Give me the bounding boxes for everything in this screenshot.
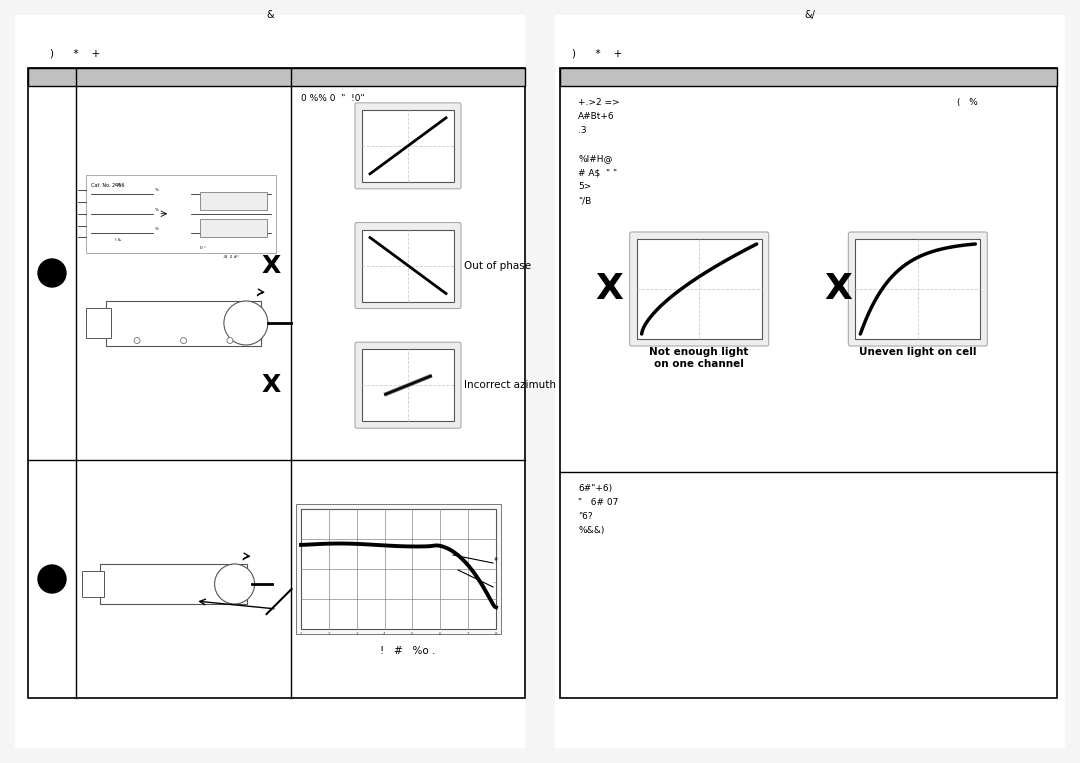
Bar xyxy=(86,308,111,338)
Text: 1: 1 xyxy=(300,632,302,636)
Text: %: % xyxy=(154,227,159,231)
Text: &/: &/ xyxy=(805,10,815,20)
Bar xyxy=(28,68,525,698)
Text: -: - xyxy=(494,581,496,585)
Text: +.>2 =>: +.>2 => xyxy=(578,98,620,107)
Text: A#Bt+6: A#Bt+6 xyxy=(578,112,615,121)
Bar xyxy=(200,192,267,210)
FancyBboxPatch shape xyxy=(355,342,461,428)
FancyBboxPatch shape xyxy=(849,232,987,346)
Text: X: X xyxy=(261,373,281,398)
Circle shape xyxy=(134,337,140,343)
Circle shape xyxy=(215,564,255,604)
Text: Out of phase: Out of phase xyxy=(464,260,531,271)
Text: %&&): %&&) xyxy=(578,526,605,535)
Text: Not enough light
on one channel: Not enough light on one channel xyxy=(649,347,748,369)
Text: X: X xyxy=(824,272,852,306)
FancyBboxPatch shape xyxy=(355,103,461,188)
Bar xyxy=(561,68,1057,698)
Bar xyxy=(82,571,105,597)
Text: 0 %% 0  "  !0": 0 %% 0 " !0" xyxy=(301,94,365,102)
Text: Incorrect azimuth: Incorrect azimuth xyxy=(464,380,556,390)
Circle shape xyxy=(38,259,66,287)
Bar xyxy=(855,239,981,339)
Bar xyxy=(100,564,246,604)
Text: )      *    +: ) * + xyxy=(50,48,100,58)
Text: X: X xyxy=(596,272,623,306)
Text: !   #   %o .: ! # %o . xyxy=(380,646,435,656)
Text: -B  2 #°: -B 2 #° xyxy=(222,255,239,259)
Text: %l#H@: %l#H@ xyxy=(578,154,612,163)
Text: #: # xyxy=(494,556,498,562)
Text: "6?: "6? xyxy=(578,512,593,521)
Text: %: % xyxy=(154,188,159,192)
Text: 7: 7 xyxy=(467,632,470,636)
Text: 6: 6 xyxy=(438,632,442,636)
Bar xyxy=(362,349,454,421)
Text: "/B: "/B xyxy=(578,196,591,205)
Text: # A$  " ": # A$ " " xyxy=(578,168,617,177)
Bar xyxy=(637,239,761,339)
Text: 5: 5 xyxy=(411,632,414,636)
Text: 3: 3 xyxy=(355,632,359,636)
Text: X: X xyxy=(261,253,281,278)
Bar xyxy=(15,15,525,748)
Text: 2: 2 xyxy=(327,632,330,636)
Circle shape xyxy=(180,337,187,343)
Circle shape xyxy=(38,565,66,593)
Bar xyxy=(362,110,454,182)
Bar xyxy=(28,68,525,86)
Bar xyxy=(86,175,276,253)
Circle shape xyxy=(227,337,233,343)
Bar xyxy=(555,15,1065,748)
Text: "   6# 07: " 6# 07 xyxy=(578,498,619,507)
Bar xyxy=(301,509,496,629)
Bar xyxy=(200,220,267,237)
Text: .3: .3 xyxy=(578,126,586,135)
Bar xyxy=(561,68,1057,86)
Text: 0 °: 0 ° xyxy=(200,246,206,250)
Text: 6#"+6): 6#"+6) xyxy=(578,484,612,493)
Text: )      *    +: ) * + xyxy=(572,48,622,58)
Text: (   %: ( % xyxy=(957,98,977,107)
FancyBboxPatch shape xyxy=(355,223,461,308)
Text: Cat. No. 2456: Cat. No. 2456 xyxy=(91,182,124,188)
Circle shape xyxy=(224,301,268,345)
Text: ( &: ( & xyxy=(114,183,121,187)
Text: 5>: 5> xyxy=(578,182,592,191)
Text: 8: 8 xyxy=(495,632,497,636)
Text: 4: 4 xyxy=(383,632,386,636)
Text: %: % xyxy=(154,208,159,212)
Bar xyxy=(296,504,501,634)
Text: Uneven light on cell: Uneven light on cell xyxy=(859,347,976,357)
Text: &: & xyxy=(266,10,274,20)
Text: ( &: ( & xyxy=(114,238,121,242)
FancyBboxPatch shape xyxy=(630,232,769,346)
Bar xyxy=(106,301,261,346)
Bar xyxy=(362,230,454,301)
